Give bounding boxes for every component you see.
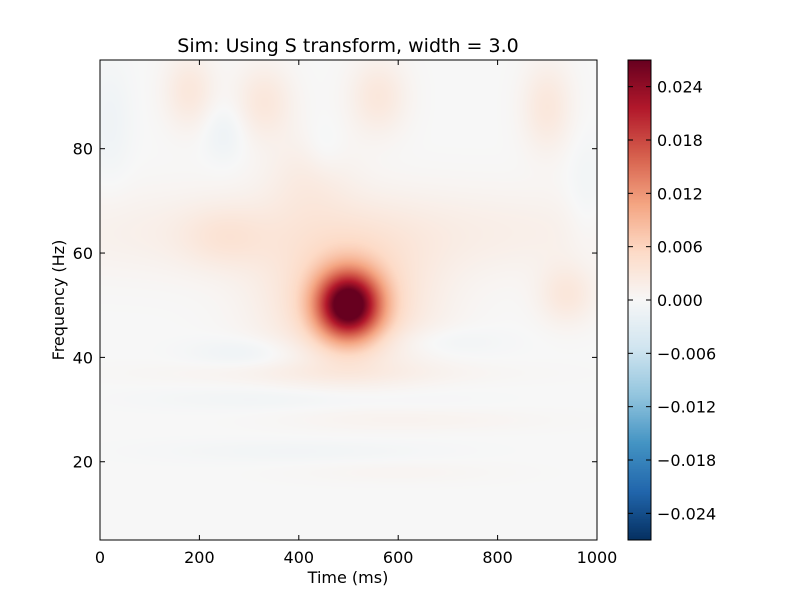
colorbar-container [628, 60, 651, 540]
colorbar-tick-label: 0.024 [657, 78, 703, 97]
x-tick-label: 400 [284, 548, 315, 567]
x-axis-label: Time (ms) [307, 568, 389, 587]
y-axis-label: Frequency (Hz) [49, 240, 68, 361]
y-axis-ticks: 20 40 60 80 [73, 140, 597, 472]
colorbar-tick-label: 0.012 [657, 184, 703, 203]
heatmap-image [100, 60, 597, 540]
y-tick-label: 40 [73, 348, 93, 367]
x-tick-label: 600 [383, 548, 414, 567]
colorbar-tick-label: −0.006 [657, 344, 716, 363]
colorbar-tick-label: 0.018 [657, 131, 703, 150]
y-tick-label: 20 [73, 453, 93, 472]
y-tick-label: 60 [73, 244, 93, 263]
colorbar-tick-label: −0.012 [657, 398, 716, 417]
x-tick-label: 0 [95, 548, 105, 567]
colorbar-ticks: 0.024 0.018 0.012 0.006 0.000 −0.006 −0.012 −0.… [628, 78, 716, 523]
x-tick-label: 1000 [577, 548, 618, 567]
colorbar-gradient [628, 60, 651, 540]
y-tick-label: 80 [73, 140, 93, 159]
colorbar-tick-label: −0.024 [657, 504, 716, 523]
plot-frame [99, 59, 598, 541]
chart-title: Sim: Using S transform, width = 3.0 [177, 35, 518, 57]
colorbar-tick-label: −0.018 [657, 451, 716, 470]
x-axis-ticks: 0 200 400 600 800 1000 [95, 60, 617, 567]
colorbar-tick-label: 0.000 [657, 291, 703, 310]
heatmap-container [100, 60, 597, 540]
colorbar-tick-label: 0.006 [657, 238, 703, 257]
x-tick-label: 800 [482, 548, 513, 567]
x-tick-label: 200 [184, 548, 215, 567]
